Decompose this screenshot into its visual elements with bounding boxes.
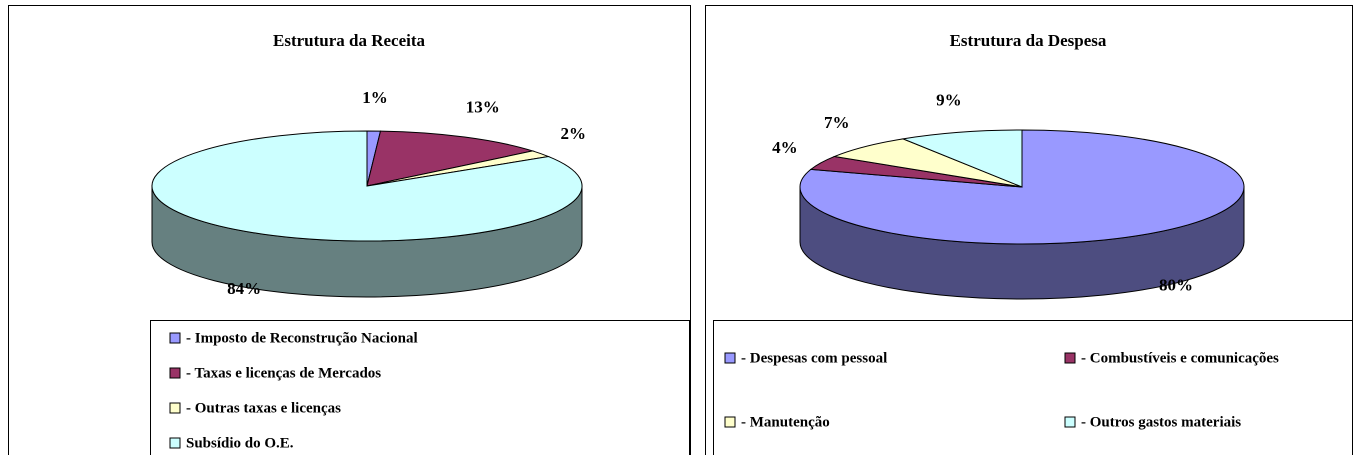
legend-swatch xyxy=(724,352,736,364)
legend-swatch xyxy=(724,416,736,428)
chart-title: Estrutura da Despesa xyxy=(950,31,1107,50)
legend-label: - Outras taxas e licenças xyxy=(186,400,341,416)
data-label: 9% xyxy=(936,90,962,109)
chart-title: Estrutura da Receita xyxy=(273,31,426,50)
pie-slice xyxy=(151,130,583,242)
legend-swatch xyxy=(1064,352,1076,364)
legend-label: - Combustíveis e comunicações xyxy=(1081,350,1279,366)
legend-swatch xyxy=(169,437,181,449)
legend-swatch xyxy=(169,402,181,414)
data-label: 13% xyxy=(466,97,500,116)
data-label: 4% xyxy=(772,138,798,157)
legend-label: - Manutenção xyxy=(741,414,830,430)
pie-slice xyxy=(901,129,1023,188)
legend-frame xyxy=(713,320,1353,455)
legend-label: - Taxas e licenças de Mercados xyxy=(186,365,381,381)
legend-label: - Outros gastos materiais xyxy=(1081,414,1241,430)
legend-swatch xyxy=(169,332,181,344)
pie-slice xyxy=(366,130,535,187)
data-label: 1% xyxy=(362,88,388,107)
legend-label: Subsídio do O.E. xyxy=(186,435,294,451)
data-label: 7% xyxy=(824,113,850,132)
legend-label: - Imposto de Reconstrução Nacional xyxy=(186,330,418,346)
data-label: 84% xyxy=(227,279,261,298)
data-label: 2% xyxy=(561,124,587,143)
data-label: 80% xyxy=(1159,275,1193,294)
legend-label: - Despesas com pessoal xyxy=(741,350,887,366)
legend-swatch xyxy=(1064,416,1076,428)
legend-swatch xyxy=(169,367,181,379)
legend-frame xyxy=(150,320,690,455)
